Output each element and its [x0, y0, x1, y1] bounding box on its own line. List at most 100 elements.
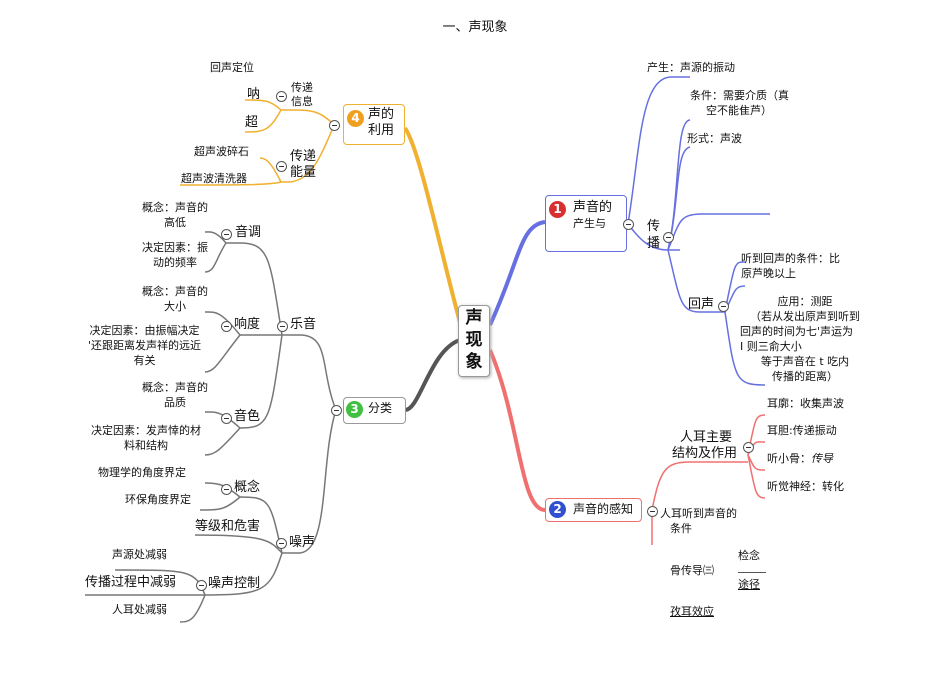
collapse-icon[interactable] [221, 321, 232, 332]
connector-branch1 [488, 220, 546, 326]
topic-pitch-factor: 决定因素：振 动的频率 [135, 240, 215, 270]
text-line: 应用：测距 [777, 295, 833, 308]
collapse-icon[interactable] [623, 219, 634, 230]
text-line: 传播的距离） [772, 370, 838, 383]
topic-timbre-factor: 决定因素：发声悻的材 料和结构 [86, 423, 206, 453]
topic-echo: 回声 [688, 297, 715, 312]
topic-eardrum: 耳胆:传递振动 [767, 424, 837, 437]
topic-production: 产生：声源的振动 [647, 61, 735, 74]
topic-loudness-factor: 决定因素：由振幅决定 '还跟距离发声祥的远近 有关 [82, 323, 207, 368]
connector-branch2 [488, 349, 546, 512]
text-line: 决定因素：振 [142, 241, 208, 254]
collapse-icon[interactable] [276, 91, 287, 102]
text-line: 概念：声音的 [142, 201, 208, 214]
text-line: I 则三俞大小 [740, 340, 802, 353]
collapse-icon[interactable] [276, 538, 287, 549]
topic-transfer-info: 信息 [291, 95, 313, 108]
text-line: 有关 [133, 354, 156, 367]
topic-concept: 检念 [738, 549, 760, 562]
page-title: 一、声现象 [442, 20, 508, 35]
topic-timbre: 音色 [234, 409, 261, 424]
collapse-icon[interactable] [647, 506, 658, 517]
topic-noise: 噪声 [289, 535, 316, 550]
topic-reduce-in-transit: 传播过程中减弱 [85, 575, 177, 590]
collapse-icon[interactable] [277, 321, 288, 332]
topic-ear-structure: 人耳主要 [680, 430, 733, 445]
divider [738, 572, 766, 573]
collapse-icon[interactable] [331, 405, 342, 416]
topic-environment-definition: 环保角度界定 [125, 493, 191, 506]
collapse-icon[interactable] [663, 232, 674, 243]
topic-noise-control: 噪声控制 [208, 576, 261, 591]
topic-echo-application: 应用：测距 （若从发出原声到听到 回声的时间为七'声运为 I 则三俞大小 等于声… [740, 294, 870, 384]
topic-noise-concept: 概念 [234, 480, 261, 495]
branch-label: 声音的感知 [573, 502, 634, 516]
topic-echo-condition: 听到回声的条件：比 [741, 252, 840, 265]
collapse-icon[interactable] [743, 442, 754, 453]
collapse-icon[interactable] [196, 580, 207, 591]
topic-ultrasound: 超 [245, 115, 259, 130]
branch-label: 利用 [368, 123, 395, 138]
topic-pitch: 音调 [235, 225, 262, 240]
number-badge-4: 4 [347, 110, 364, 127]
branch-label: 产生与 [573, 217, 606, 230]
topic-echo-condition: 原芦晚以上 [741, 267, 796, 280]
topic-sonar: 呐 [247, 87, 261, 102]
topic-propagation: 传 [647, 219, 661, 234]
topic-hearing-condition: 人耳听到声音的 [660, 507, 737, 520]
topic-ossicles: 听小骨：传导 [767, 451, 833, 466]
topic-medium: 条件：需要介质（真 [690, 89, 789, 102]
text-line: 料和结构 [124, 439, 168, 452]
text: 听小骨： [767, 452, 811, 465]
collapse-icon[interactable] [718, 301, 729, 312]
collapse-icon[interactable] [221, 229, 232, 240]
connector-branch4 [403, 126, 464, 331]
topic-reduce-at-source: 声源处减弱 [112, 548, 167, 561]
topic-transfer-energy: 传递 [290, 149, 317, 164]
topic-hearing-condition: 条件 [670, 522, 692, 535]
branch-label: 声音的 [573, 200, 613, 215]
collapse-icon[interactable] [221, 484, 232, 495]
topic-timbre-concept: 概念：声音的 品质 [135, 380, 215, 410]
text-line: 大小 [164, 300, 186, 313]
connector-branch3 [404, 338, 461, 412]
text-line: 概念：声音的 [142, 285, 208, 298]
topic-reduce-at-ear: 人耳处减弱 [112, 603, 167, 616]
branch-label: 分类 [368, 401, 393, 415]
central-topic-char: 现 [465, 330, 483, 350]
text-line: '还跟距离发声祥的远近 [87, 339, 202, 352]
topic-medium: 空不能隹芦） [706, 104, 772, 117]
topic-route: 途径 [738, 578, 760, 591]
topic-transfer-energy: 能量 [290, 165, 317, 180]
text-line: 品质 [164, 396, 186, 409]
central-topic-char: 声 [465, 308, 483, 328]
text-line: 等于声音在 t 吃内 [760, 355, 850, 368]
topic-echolocation: 回声定位 [210, 61, 254, 74]
topic-lithotripsy: 超声波碎石 [194, 145, 249, 158]
collapse-icon[interactable] [221, 413, 232, 424]
number-badge-3: 3 [346, 401, 363, 418]
topic-loudness-concept: 概念：声音的 大小 [135, 284, 215, 314]
text-line: （若从发出原声到听到 [750, 310, 860, 323]
central-topic[interactable]: 声 现 象 [458, 305, 490, 377]
topic-auricle: 耳廓：收集声波 [767, 397, 844, 410]
topic-propagation: 播 [647, 236, 661, 251]
topic-musical-sound: 乐音 [290, 317, 317, 332]
central-topic-char: 象 [465, 352, 483, 372]
collapse-icon[interactable] [276, 161, 287, 172]
topic-pitch-concept: 概念：声音的 高低 [135, 200, 215, 230]
topic-sound-wave: 形式：声波 [687, 132, 742, 145]
topic-auditory-nerve: 听觉神经：转化 [767, 480, 844, 493]
text-line: 动的频率 [153, 256, 197, 269]
text-line: 高低 [164, 216, 186, 229]
number-badge-2: 2 [549, 501, 566, 518]
text: 传导 [811, 452, 833, 465]
topic-noise-level: 等级和危害 [195, 519, 261, 534]
text-line: 回声的时间为七'声运为 [740, 325, 854, 338]
topic-loudness: 响度 [234, 317, 261, 332]
topic-transfer-info: 传递 [291, 81, 313, 94]
text-line: 决定因素：发声悻的材 [91, 424, 201, 437]
collapse-icon[interactable] [329, 120, 340, 131]
branch-label: 声的 [368, 107, 395, 122]
topic-ear-structure: 结构及作用 [672, 446, 738, 461]
